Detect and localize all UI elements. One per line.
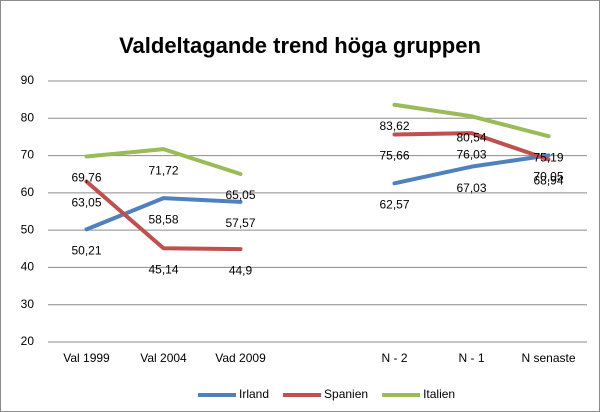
chart-title: Valdeltagande trend höga gruppen: [119, 33, 481, 58]
data-label: 69,76: [71, 171, 101, 185]
data-label: 70,05: [533, 170, 563, 184]
data-label: 68,94: [533, 174, 563, 188]
data-label: 67,03: [456, 181, 486, 195]
x-tick-label: N - 2: [381, 351, 407, 365]
x-tick-label: N - 1: [458, 351, 484, 365]
x-tick-label: Val 2004: [140, 351, 187, 365]
series-line: [84, 153, 551, 232]
data-label: 80,54: [456, 130, 486, 144]
legend-label: Irland: [239, 387, 269, 401]
y-tick-label: 70: [21, 148, 35, 162]
y-tick-label: 40: [21, 260, 35, 274]
series-line: [84, 102, 551, 177]
data-label: 50,21: [71, 244, 101, 258]
y-tick-label: 20: [21, 334, 35, 348]
legend-label: Spanien: [324, 387, 368, 401]
data-label: 83,62: [379, 119, 409, 133]
y-tick-label: 60: [21, 185, 35, 199]
data-label: 44,9: [229, 263, 253, 277]
x-tick-label: Val 1999: [63, 351, 110, 365]
data-label: 65,05: [225, 188, 255, 202]
y-tick-label: 90: [21, 73, 35, 87]
data-label: 71,72: [148, 163, 178, 177]
data-label: 62,57: [379, 197, 409, 211]
data-label: 76,03: [456, 147, 486, 161]
data-label: 75,66: [379, 149, 409, 163]
x-tick-label: N senaste: [521, 351, 575, 365]
data-label: 45,14: [148, 262, 178, 276]
series-line: [84, 131, 551, 252]
y-tick-label: 80: [21, 110, 35, 124]
data-label: 58,58: [148, 212, 178, 226]
data-label: 63,05: [71, 196, 101, 210]
legend-label: Italien: [423, 387, 455, 401]
x-tick-label: Vad 2009: [215, 351, 266, 365]
y-tick-label: 30: [21, 297, 35, 311]
data-label: 57,57: [225, 216, 255, 230]
data-label: 75,19: [533, 150, 563, 164]
y-tick-label: 50: [21, 222, 35, 236]
